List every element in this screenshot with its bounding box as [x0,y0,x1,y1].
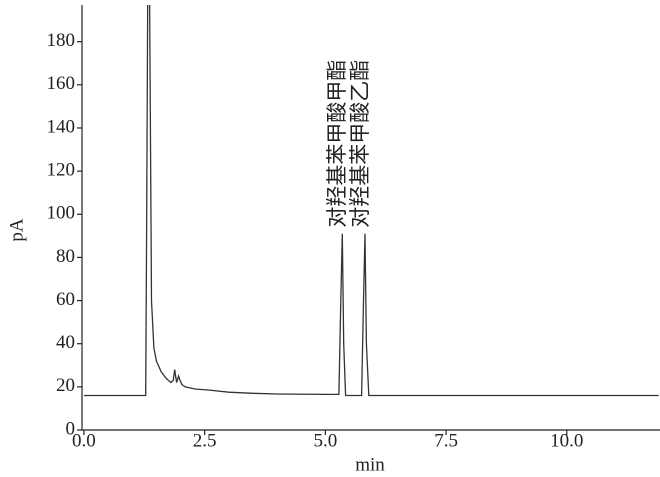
y-tick-label: 20 [56,375,75,396]
peak-annotation: 对羟基苯甲酸乙酯 [348,60,372,228]
x-tick-label: 10.0 [550,430,583,451]
y-tick-label: 160 [47,73,76,94]
y-tick-label: 140 [47,116,76,137]
y-tick-label: 40 [56,332,75,353]
x-axis-label: min [355,454,385,475]
x-tick-label: 2.5 [193,430,217,451]
y-tick-label: 0 [66,418,76,439]
peak-annotation: 对羟基苯甲酸甲酯 [325,60,349,228]
y-tick-label: 120 [47,159,76,180]
y-tick-label: 60 [56,289,75,310]
y-tick-label: 80 [56,246,75,267]
plot-area [83,5,659,397]
y-tick-label: 180 [47,30,76,51]
x-tick-label: 5.0 [313,430,337,451]
x-tick-label: 7.5 [434,430,458,451]
y-tick-label: 100 [47,203,76,224]
y-axis-label: pA [6,218,27,242]
x-tick-label: 0.0 [72,430,96,451]
chromatogram-line [83,5,659,397]
